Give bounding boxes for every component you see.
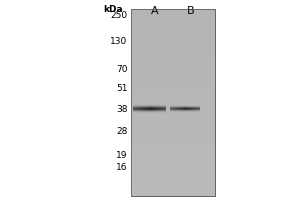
Text: 28: 28 [116, 127, 128, 136]
Text: A: A [151, 6, 158, 16]
Text: 70: 70 [116, 64, 128, 73]
Text: B: B [187, 6, 194, 16]
Text: 130: 130 [110, 36, 127, 46]
Text: 19: 19 [116, 150, 128, 160]
Text: 250: 250 [110, 10, 127, 20]
Text: kDa: kDa [103, 5, 123, 14]
Text: 38: 38 [116, 104, 128, 114]
Bar [130, 9, 214, 196]
Text: 51: 51 [116, 84, 128, 93]
Text: 16: 16 [116, 162, 128, 171]
Bar [130, 9, 214, 196]
